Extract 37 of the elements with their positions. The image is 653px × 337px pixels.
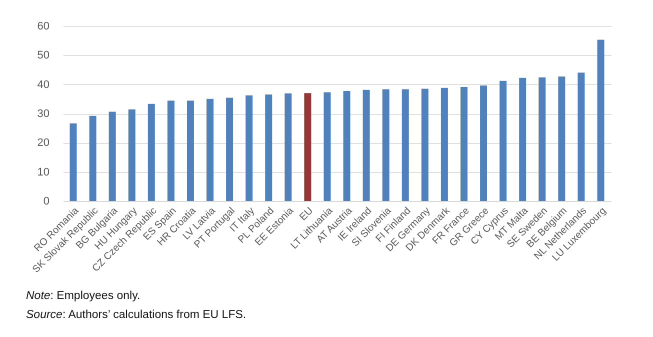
y-tick-label: 10	[37, 166, 50, 178]
bar	[186, 100, 194, 201]
bar	[89, 116, 96, 201]
bar	[246, 95, 253, 201]
bar	[597, 40, 604, 201]
source-note: Source: Authors’ calculations from EU LFS.	[26, 309, 246, 321]
bar	[148, 104, 155, 201]
bar	[362, 90, 370, 201]
bar	[558, 76, 566, 201]
bar	[265, 94, 272, 201]
bar	[480, 86, 488, 201]
y-tick-label: 0	[43, 196, 50, 208]
bar	[128, 109, 136, 201]
bar	[226, 98, 234, 201]
y-tick-label: 50	[37, 50, 50, 62]
y-tick-label: 60	[37, 20, 50, 32]
y-tick-label: 30	[37, 108, 50, 120]
bar	[421, 88, 428, 201]
y-tick-label: 20	[37, 137, 50, 150]
bar	[324, 92, 331, 201]
bar	[578, 72, 585, 201]
bar	[440, 88, 448, 201]
bar	[402, 89, 409, 201]
bar	[70, 123, 77, 201]
bar	[519, 78, 526, 201]
bar	[538, 77, 546, 201]
bar	[343, 91, 350, 201]
bar	[304, 93, 312, 201]
bar	[206, 98, 214, 201]
bar	[460, 86, 468, 201]
bar	[382, 89, 390, 201]
bar	[108, 112, 116, 201]
y-tick-label: 40	[37, 78, 50, 91]
bar	[284, 93, 292, 201]
bar	[167, 100, 174, 201]
bar	[500, 80, 507, 201]
text: Note: Employees only.	[26, 290, 142, 302]
